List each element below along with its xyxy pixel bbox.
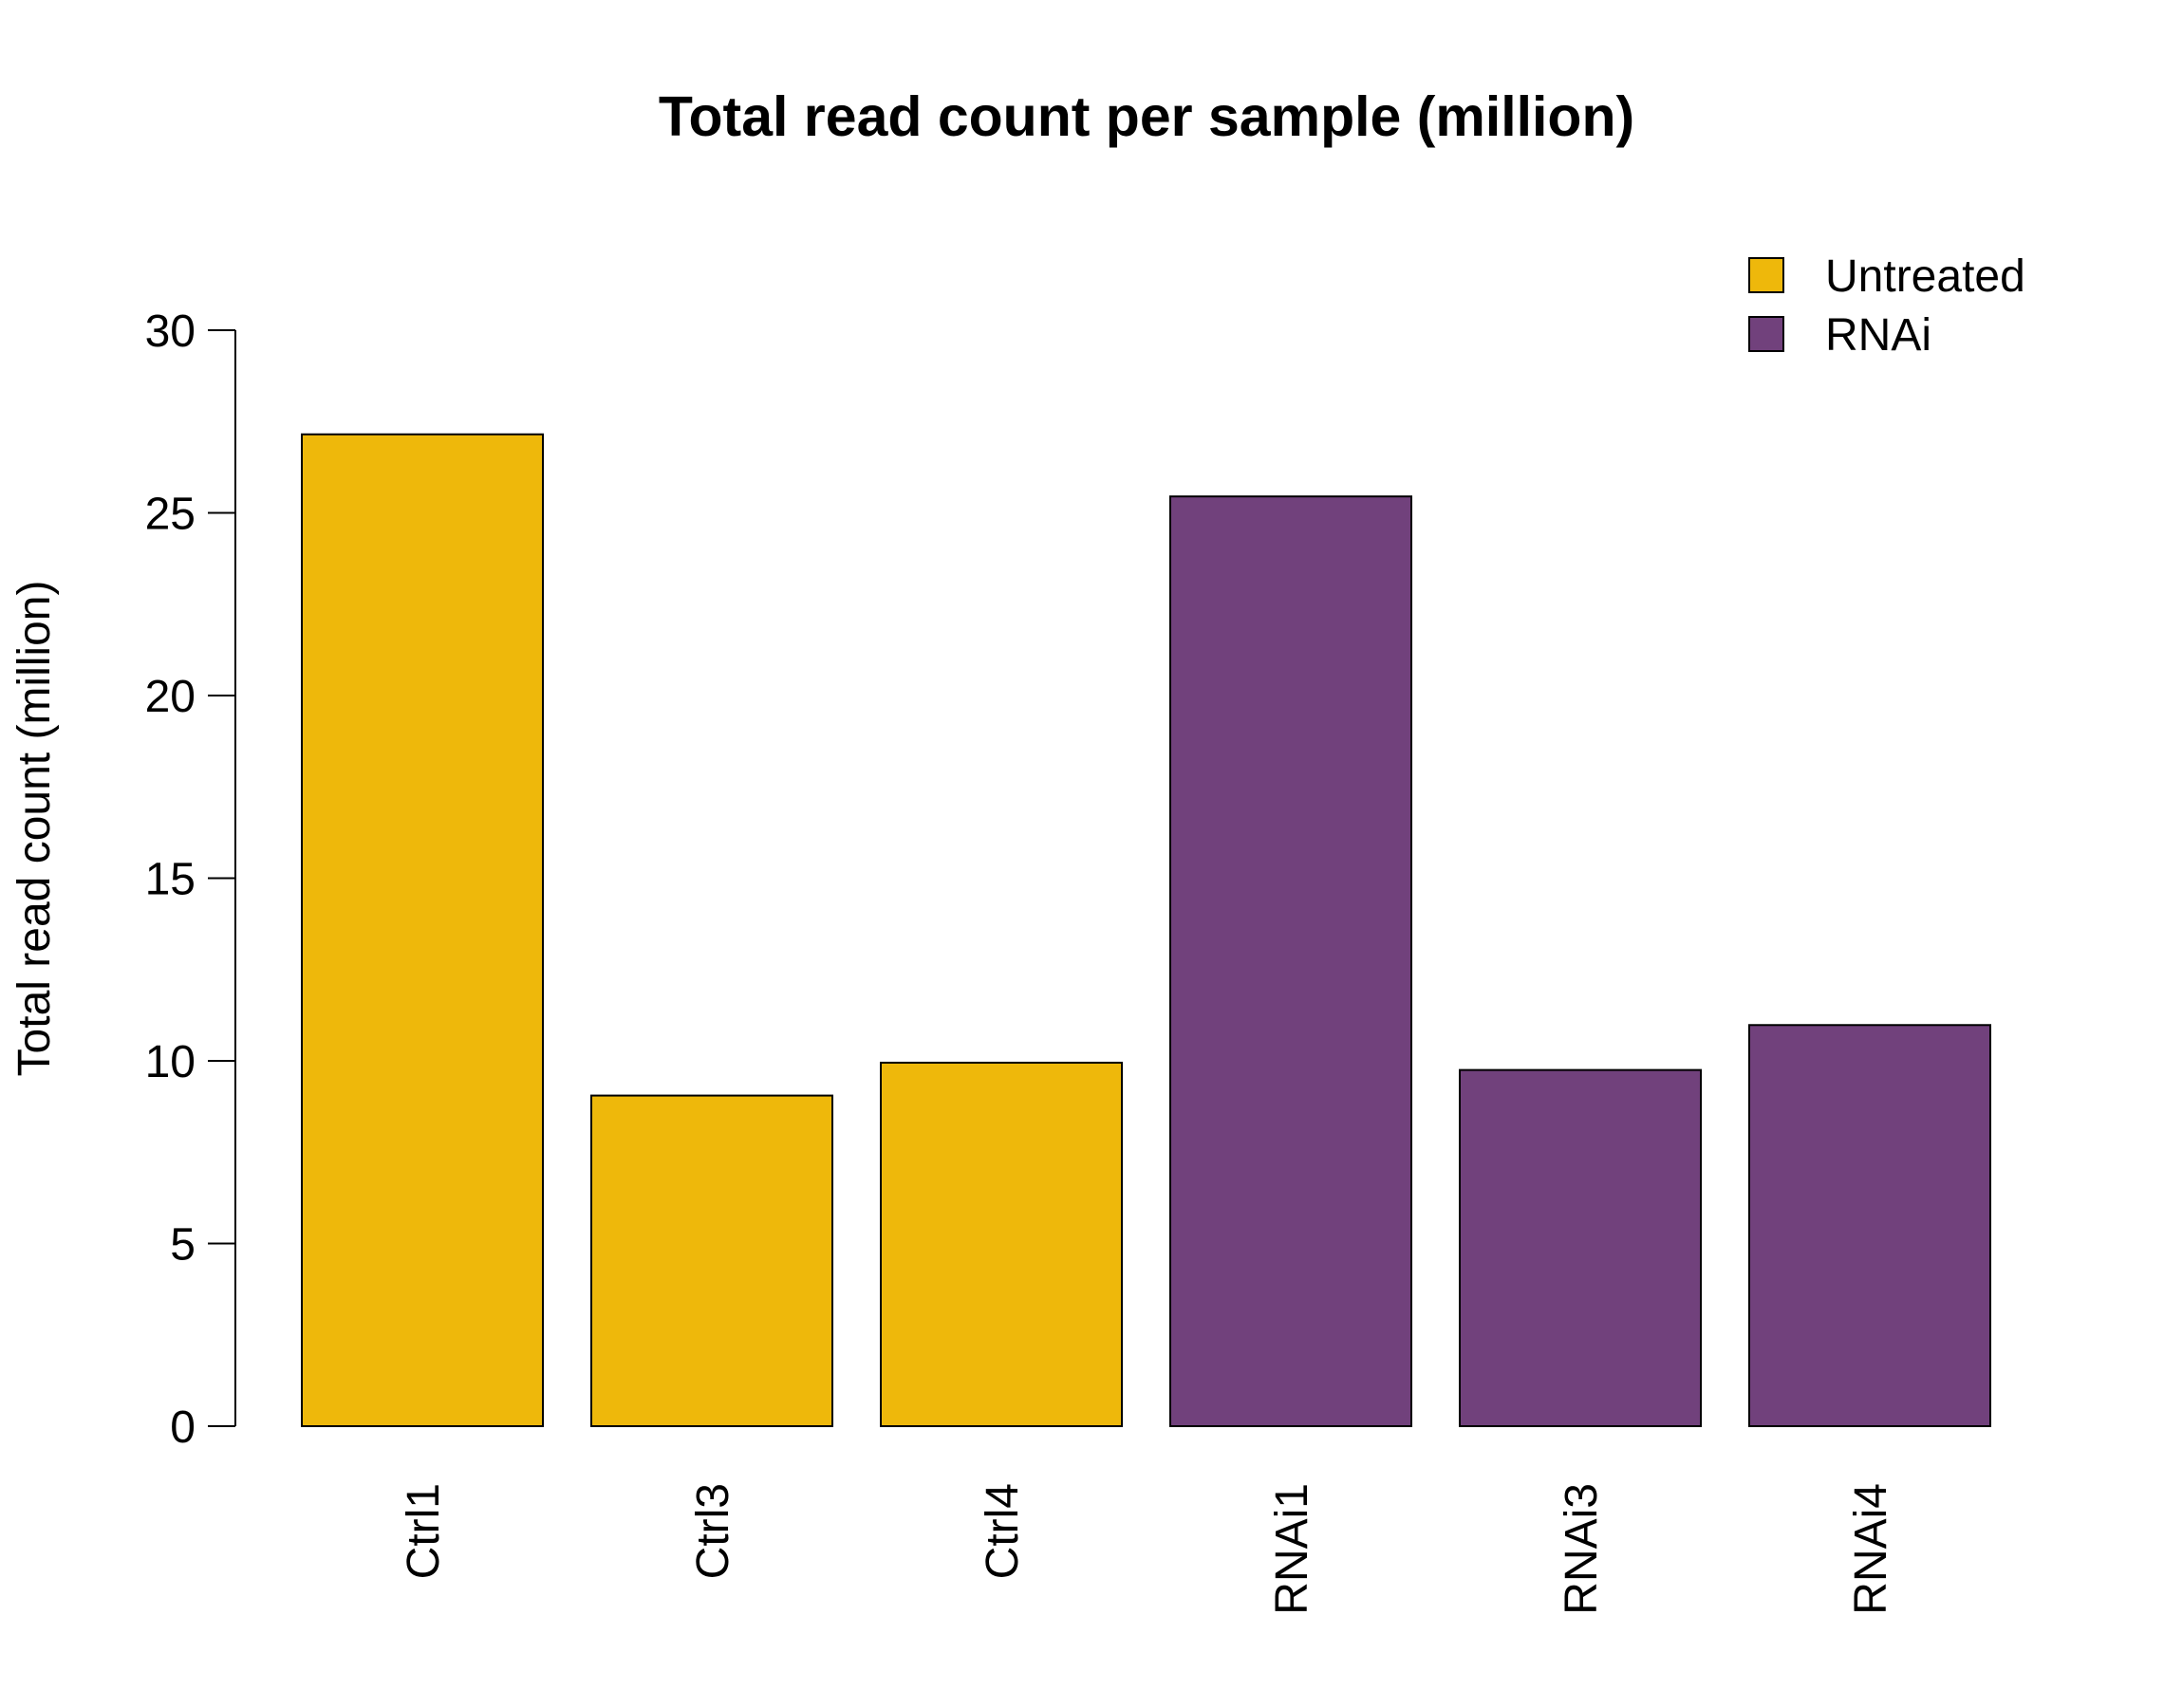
bar [880, 1061, 1123, 1428]
y-tick-label: 10 [145, 1037, 196, 1087]
y-tick-label: 30 [145, 306, 196, 357]
legend-label: Untreated [1825, 251, 2025, 302]
legend-swatch [1748, 257, 1784, 293]
bar [1459, 1068, 1702, 1427]
bar [590, 1094, 833, 1427]
bars [301, 433, 1991, 1428]
x-tick-label: Ctrl4 [978, 1483, 1028, 1579]
x-tick-label: Ctrl3 [688, 1483, 738, 1579]
y-tick-label: 20 [145, 672, 196, 722]
y-tick-label: 15 [145, 855, 196, 905]
bar [1169, 495, 1412, 1427]
x-axis-labels: Ctrl1 Ctrl3 Ctrl4 RNAi1 RNAi3 RNAi4 [399, 1483, 1896, 1615]
y-axis: 0 5 10 15 20 25 30 [145, 306, 236, 1453]
x-tick-label: Ctrl1 [399, 1483, 449, 1579]
bar [301, 433, 544, 1428]
bar [1748, 1024, 1991, 1428]
legend-label: RNAi [1825, 310, 1931, 361]
y-tick-label: 5 [170, 1220, 196, 1271]
y-tick-label: 0 [170, 1402, 196, 1453]
x-tick-label: RNAi3 [1557, 1483, 1607, 1615]
y-tick-label: 25 [145, 490, 196, 540]
x-tick-label: RNAi4 [1846, 1483, 1896, 1615]
legend-swatch [1748, 316, 1784, 352]
y-axis-label: Total read count (million) [9, 581, 60, 1077]
chart-title: Total read count per sample (million) [659, 85, 1634, 148]
legend: Untreated RNAi [1748, 251, 2025, 361]
x-tick-label: RNAi1 [1267, 1483, 1317, 1615]
